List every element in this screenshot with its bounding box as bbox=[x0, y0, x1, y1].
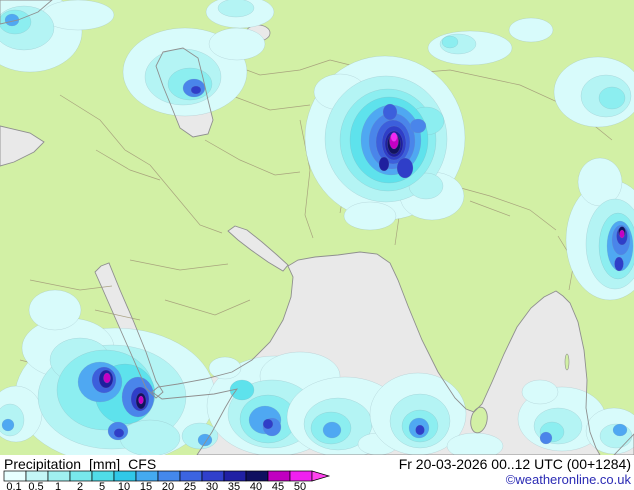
legend-color-segment bbox=[47, 470, 71, 482]
legend-title-row: Precipitation [mm] CFS bbox=[4, 456, 156, 472]
legend-color-segment bbox=[179, 470, 203, 482]
legend-value: 15 bbox=[139, 481, 153, 490]
legend-value: 30 bbox=[205, 481, 219, 490]
precipitation-cell bbox=[262, 418, 274, 430]
precipitation-cell bbox=[612, 423, 628, 437]
precipitation-cell bbox=[229, 379, 255, 401]
precipitation-cell bbox=[446, 432, 504, 455]
precipitation-cell bbox=[208, 356, 242, 380]
legend-color-segment bbox=[3, 470, 27, 482]
legend-color-segment bbox=[69, 470, 93, 482]
precipitation-cell bbox=[28, 289, 82, 331]
precipitation-cell bbox=[598, 86, 626, 110]
legend-color-segment bbox=[289, 470, 313, 482]
andaman-island bbox=[564, 353, 570, 371]
precipitation-layer bbox=[0, 0, 634, 455]
precipitation-cell bbox=[322, 421, 342, 439]
legend-value: 0.1 bbox=[6, 481, 22, 490]
legend-arrow-icon bbox=[311, 470, 331, 482]
legend-color-segment bbox=[113, 470, 137, 482]
legend-color-segment bbox=[135, 470, 159, 482]
legend-color-segment bbox=[157, 470, 181, 482]
precipitation-cell bbox=[1, 418, 15, 432]
legend-value: 35 bbox=[227, 481, 241, 490]
precipitation-cell bbox=[190, 85, 202, 95]
precipitation-cell bbox=[113, 428, 125, 438]
legend-value: 40 bbox=[249, 481, 263, 490]
precipitation-cell bbox=[390, 132, 398, 142]
legend-value: 2 bbox=[76, 481, 84, 490]
map-footer: Precipitation [mm] CFS Fr 20-03-2026 00.… bbox=[0, 455, 634, 490]
precipitation-cell bbox=[208, 27, 266, 61]
forecast-datetime: Fr 20-03-2026 00..12 UTC (00+1284) bbox=[398, 456, 631, 472]
precipitation-map bbox=[0, 0, 634, 455]
precipitation-cell bbox=[415, 424, 425, 436]
legend-value: 45 bbox=[271, 481, 285, 490]
legend-unit: [mm] bbox=[89, 456, 121, 472]
legend-color-segment bbox=[267, 470, 291, 482]
legend-color-segment bbox=[201, 470, 225, 482]
model-name: CFS bbox=[128, 456, 157, 472]
legend-color-segment bbox=[223, 470, 247, 482]
precipitation-cell bbox=[378, 156, 390, 172]
legend-title: Precipitation bbox=[4, 456, 82, 472]
legend-color-segment bbox=[91, 470, 115, 482]
precipitation-cell bbox=[103, 372, 111, 384]
legend-value: 50 bbox=[293, 481, 307, 490]
legend-scale-labels: 0.1 0.5 1 2 5 10 15 20 25 30 35 40 45 50 bbox=[3, 481, 311, 490]
copyright-link[interactable]: ©weatheronline.co.uk bbox=[505, 472, 631, 487]
legend-value: 10 bbox=[117, 481, 131, 490]
precipitation-cell bbox=[343, 201, 397, 231]
precipitation-cell bbox=[138, 395, 144, 405]
precipitation-cell bbox=[409, 118, 427, 134]
precipitation-cell bbox=[539, 431, 553, 445]
precipitation-cell bbox=[619, 229, 625, 239]
precipitation-cell bbox=[614, 256, 624, 272]
precipitation-cell bbox=[119, 419, 181, 455]
precipitation-cell bbox=[441, 35, 459, 49]
legend-value: 25 bbox=[183, 481, 197, 490]
precipitation-cell bbox=[521, 379, 559, 405]
precipitation-cell bbox=[217, 0, 255, 18]
precipitation-cell bbox=[382, 103, 398, 121]
legend-color-segment bbox=[25, 470, 49, 482]
legend-color-bar bbox=[3, 470, 331, 482]
precipitation-cell bbox=[396, 157, 414, 179]
legend-color-segment bbox=[245, 470, 269, 482]
legend-value: 20 bbox=[161, 481, 175, 490]
legend-value: 1 bbox=[54, 481, 62, 490]
precipitation-cell bbox=[508, 17, 554, 43]
legend-value: 0.5 bbox=[28, 481, 44, 490]
legend-value: 5 bbox=[98, 481, 106, 490]
